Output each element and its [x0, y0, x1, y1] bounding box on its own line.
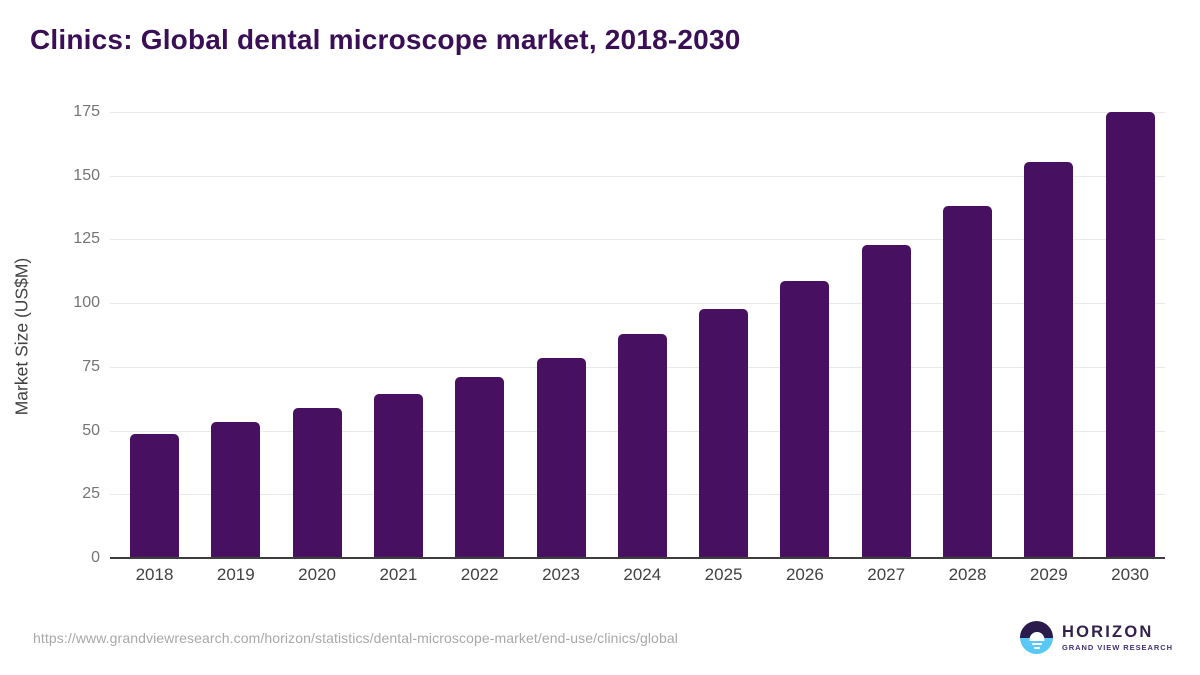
x-tick-label: 2026 — [785, 565, 824, 584]
sun-reflection-icon — [1033, 647, 1040, 649]
x-tick-label: 2019 — [216, 565, 255, 584]
y-tick-label: 25 — [82, 485, 100, 503]
gridline — [110, 303, 1165, 305]
gridline — [110, 112, 1165, 113]
logo-sea-half — [1020, 637, 1053, 654]
logo-sky-half — [1020, 621, 1053, 638]
x-tick-label: 2029 — [1029, 565, 1068, 584]
bar-2030 — [1105, 112, 1155, 558]
y-tick-label: 100 — [73, 294, 100, 312]
x-tick-label: 2020 — [298, 565, 336, 584]
gridline — [110, 239, 1165, 241]
gridline — [110, 175, 1165, 177]
logo-text: HORIZON GRAND VIEW RESEARCH — [1062, 621, 1173, 652]
x-tick-label: 2022 — [460, 565, 499, 584]
bar-2028 — [943, 206, 992, 558]
bar-2018 — [130, 434, 179, 558]
bar-2026 — [780, 281, 830, 558]
bar-2021 — [373, 393, 423, 558]
bar-2022 — [455, 377, 505, 558]
y-axis-title: Market Size (US$M) — [11, 257, 32, 416]
x-tick-label: 2024 — [623, 565, 662, 584]
x-tick-label: 2027 — [867, 565, 906, 584]
x-tick-label: 2030 — [1111, 565, 1149, 584]
bar-2024 — [617, 333, 667, 558]
x-axis-line — [110, 557, 1165, 559]
y-tick-label: 150 — [73, 166, 100, 184]
x-tick-label: 2028 — [948, 565, 987, 584]
bar-2027 — [861, 245, 911, 558]
sun-reflection-icon — [1031, 643, 1042, 645]
y-tick-label: 0 — [91, 549, 100, 566]
sun-icon — [1029, 632, 1044, 641]
horizon-logo-icon — [1020, 621, 1053, 654]
x-tick-label: 2023 — [542, 565, 580, 584]
bar-2023 — [536, 357, 586, 558]
bar-2025 — [699, 309, 749, 558]
y-tick-label: 50 — [82, 421, 100, 439]
x-tick-label: 2025 — [704, 565, 743, 584]
plot-area — [110, 112, 1165, 559]
x-tick-label: 2021 — [379, 565, 418, 584]
y-tick-label: 75 — [82, 357, 100, 375]
horizon-logo: HORIZON GRAND VIEW RESEARCH — [1020, 621, 1173, 654]
logo-subtitle: GRAND VIEW RESEARCH — [1062, 643, 1173, 652]
x-tick-label: 2018 — [135, 565, 174, 584]
bar-2029 — [1024, 162, 1074, 558]
y-tick-label: 125 — [73, 230, 100, 248]
y-tick-label: 175 — [73, 103, 100, 120]
bar-2019 — [211, 422, 261, 558]
source-url: https://www.grandviewresearch.com/horizo… — [33, 630, 678, 646]
bar-2020 — [292, 407, 342, 558]
logo-name: HORIZON — [1062, 623, 1154, 641]
chart-title: Clinics: Global dental microscope market… — [30, 24, 741, 55]
